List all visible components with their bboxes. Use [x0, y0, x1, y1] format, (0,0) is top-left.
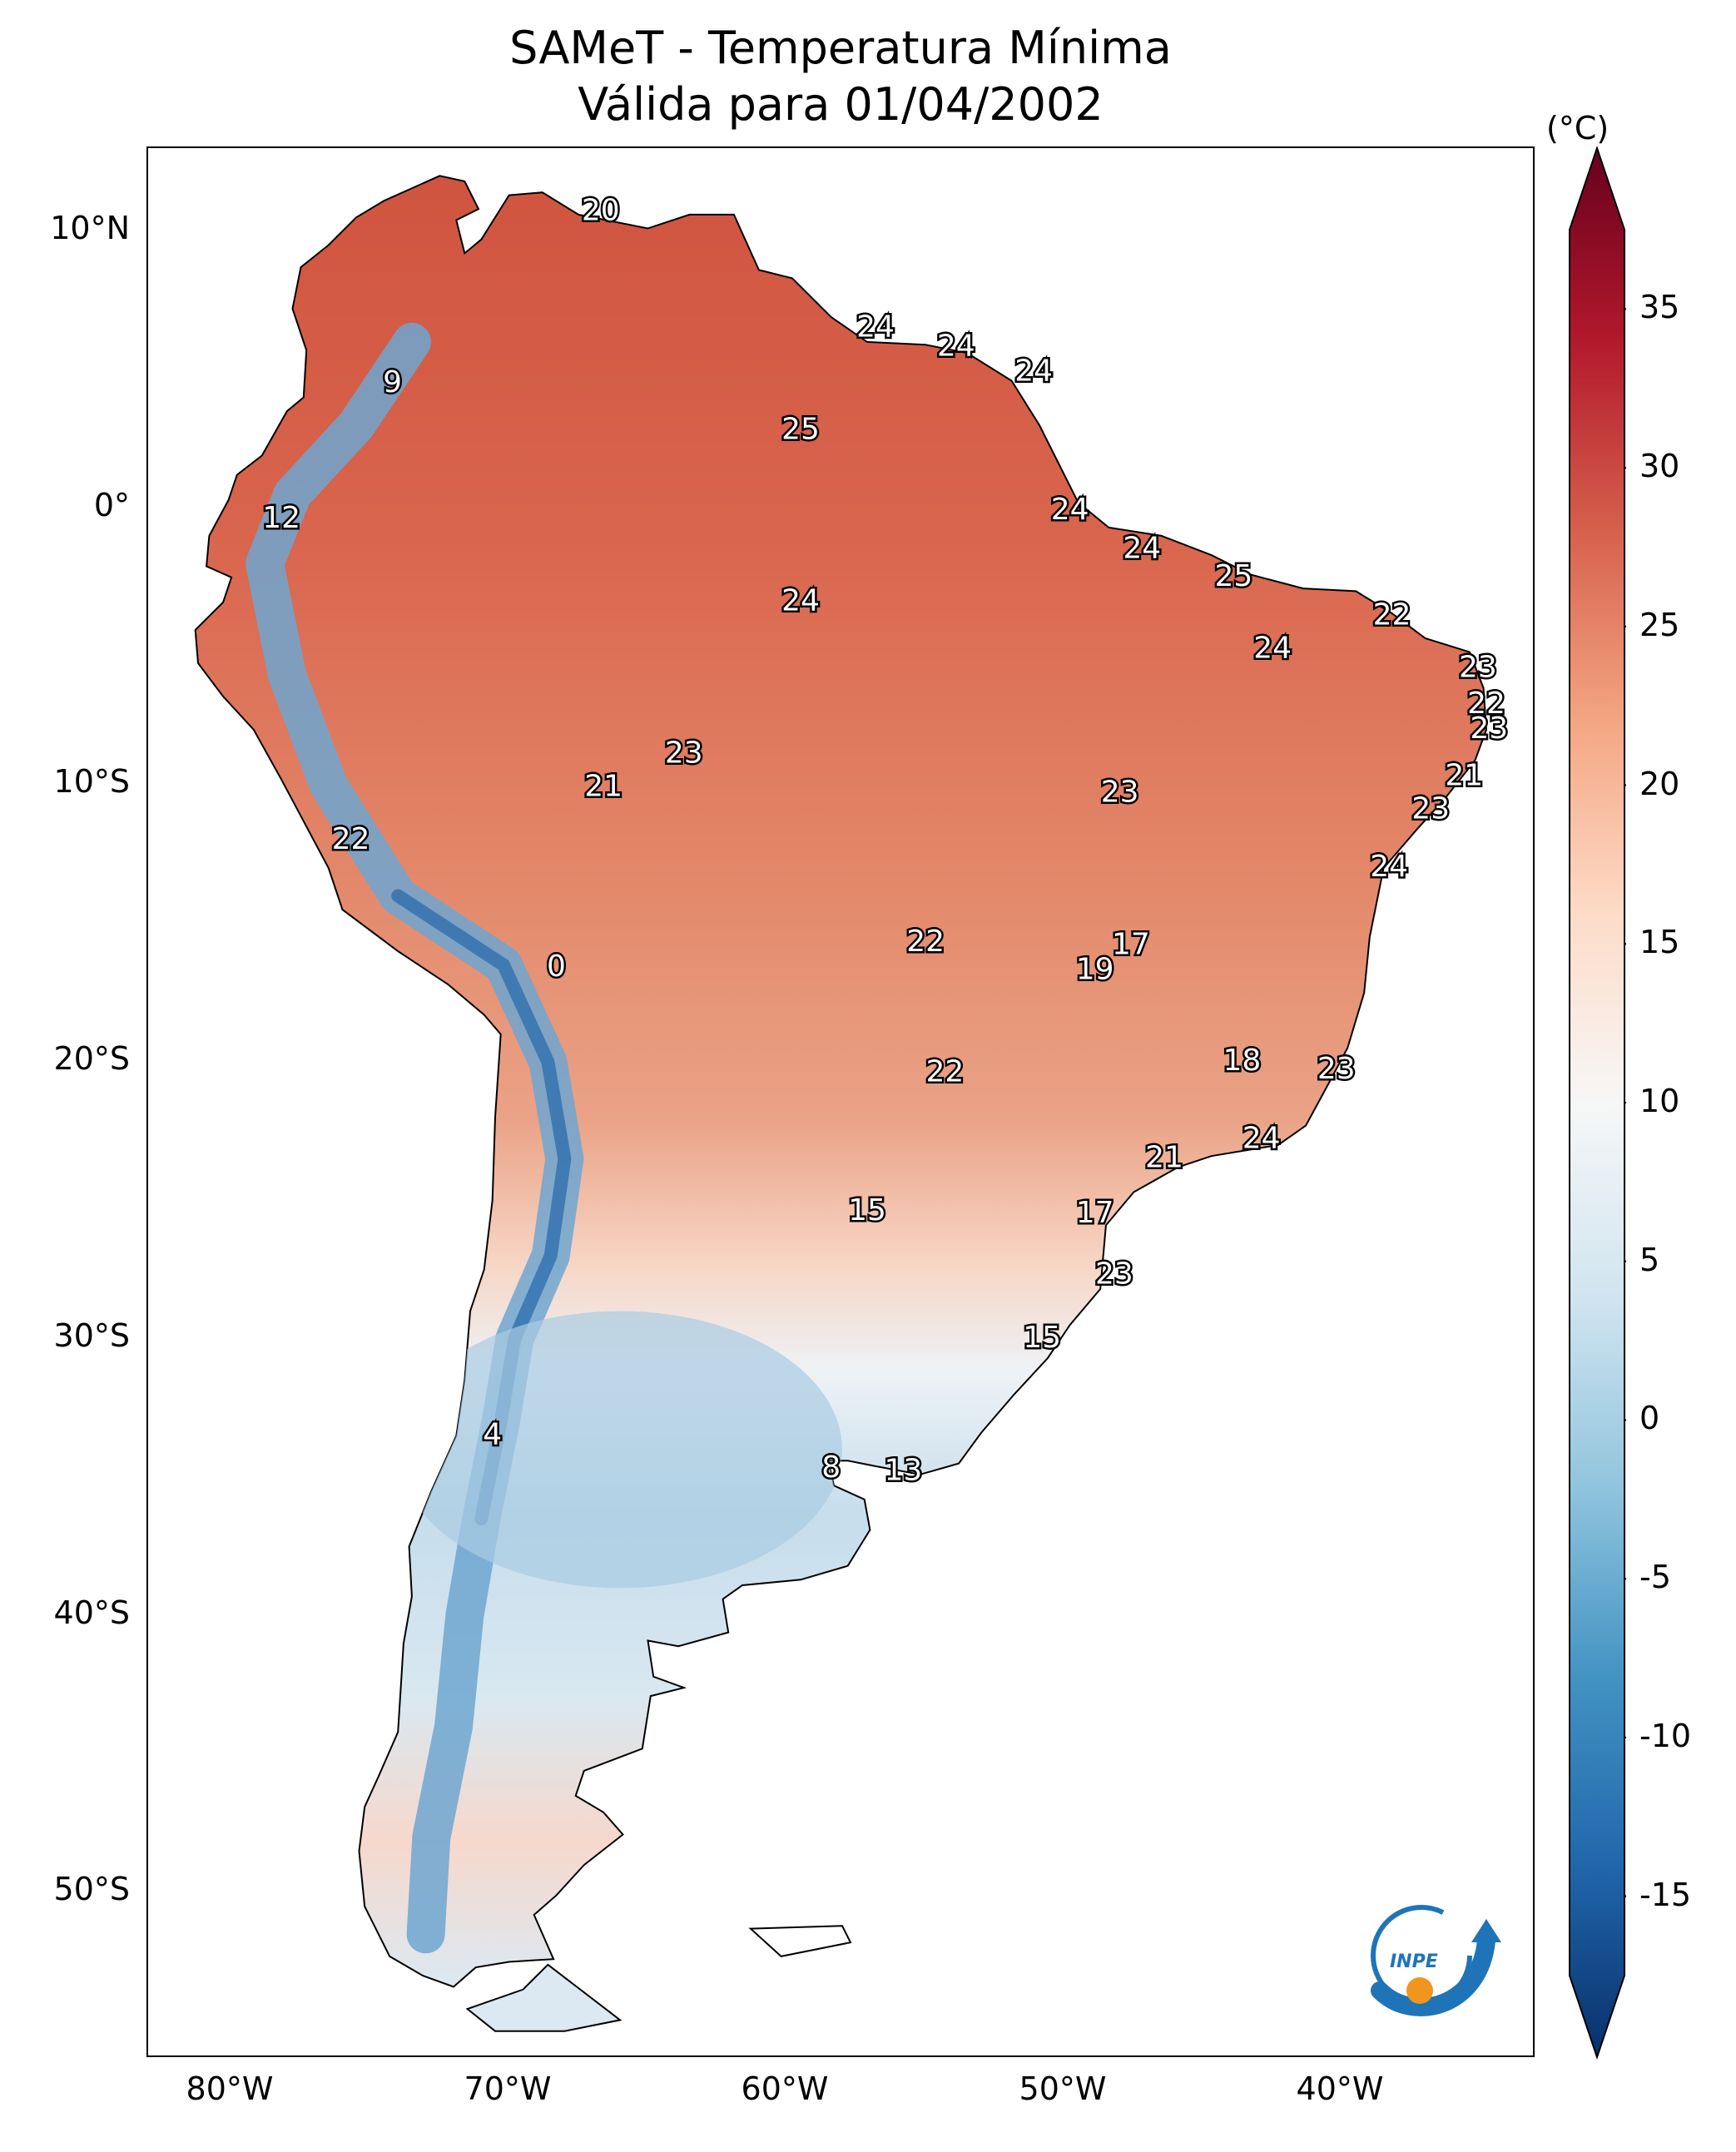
temperature-label: 13 — [884, 1454, 922, 1488]
colorbar-tick-label: 5 — [1639, 1242, 1660, 1278]
colorbar-tick-label: 35 — [1639, 289, 1680, 325]
temperature-label: 8 — [821, 1450, 841, 1485]
latitude-tick-label: 10°S — [53, 763, 130, 800]
temperature-label: 23 — [1101, 775, 1139, 809]
temperature-label: 23 — [1470, 712, 1508, 746]
temperature-label: 25 — [781, 412, 820, 446]
temperature-label: 24 — [1014, 355, 1053, 389]
temperature-label: 25 — [1214, 559, 1252, 593]
longitude-tick-label: 80°W — [186, 2070, 274, 2107]
temperature-label: 24 — [1242, 1121, 1281, 1155]
south-america-landmass — [194, 175, 1488, 1988]
temperature-label: 24 — [937, 330, 975, 364]
temperature-label: 24 — [1051, 493, 1089, 527]
temperature-label: 15 — [1023, 1321, 1061, 1355]
colorbar-tick-label: 25 — [1639, 607, 1680, 643]
colorbar-tick-label: -15 — [1639, 1877, 1692, 1913]
temperature-label: 23 — [1317, 1052, 1356, 1086]
temperature-label: 23 — [1411, 791, 1450, 826]
latitude-tick-label: 20°S — [53, 1040, 130, 1077]
temperature-label: 21 — [584, 770, 622, 804]
longitude-tick-label: 60°W — [741, 2070, 829, 2107]
latitude-tick-label: 10°N — [50, 210, 130, 246]
temperature-label: 4 — [483, 1417, 502, 1451]
colorbar-unit: (°C) — [1546, 110, 1610, 146]
temperature-label: 22 — [1467, 687, 1505, 721]
latitude-tick-label: 40°S — [53, 1594, 130, 1631]
inpe-logo-icon: INPE — [1371, 1905, 1501, 2016]
longitude-tick-label: 50°W — [1019, 2070, 1107, 2107]
latitude-tick-label: 0° — [93, 487, 130, 523]
temperature-label: 12 — [262, 501, 300, 535]
temperature-label: 17 — [1076, 1196, 1114, 1230]
patagonia-cool-area — [398, 1311, 843, 1589]
temperature-label: 24 — [781, 584, 820, 618]
temperature-label: 22 — [1373, 598, 1411, 632]
temperature-label: 15 — [848, 1193, 886, 1227]
temperature-label: 24 — [1370, 850, 1408, 884]
colorbar-tick-label: -10 — [1639, 1718, 1692, 1754]
map-title: SAMeT - Temperatura Mínima — [509, 22, 1172, 74]
map-frame: 20 9 24 24 24 25 12 24 24 25 24 22 24 23 22 23 23 21 21 23 2… — [146, 146, 1535, 2057]
tierra-del-fuego — [465, 1963, 622, 2032]
colorbar-tick-label: 20 — [1639, 766, 1680, 802]
colorbar-tick-label: 30 — [1639, 448, 1680, 484]
colorbar-tick-label: 10 — [1639, 1083, 1680, 1119]
temperature-label: 17 — [1112, 927, 1150, 961]
temperature-label: 21 — [1145, 1141, 1183, 1175]
colorbar — [1569, 146, 1626, 2060]
temperature-label: 22 — [925, 1054, 964, 1088]
colorbar-scale — [1569, 146, 1625, 2060]
temperature-label: 23 — [665, 736, 703, 771]
temperature-label: 24 — [1123, 532, 1161, 566]
temperature-label: 19 — [1076, 952, 1114, 986]
temperature-label: 24 — [1253, 631, 1292, 665]
falkland-islands — [748, 1925, 852, 1957]
temperature-label: 0 — [547, 950, 566, 984]
longitude-tick-label: 40°W — [1296, 2070, 1384, 2107]
colorbar-tick-label: 0 — [1639, 1400, 1660, 1436]
temperature-label: 24 — [856, 310, 895, 344]
logo-text: INPE — [1390, 1951, 1438, 1972]
latitude-tick-label: 50°S — [53, 1871, 130, 1907]
temperature-label: 21 — [1445, 758, 1483, 792]
map-subtitle: Válida para 01/04/2002 — [578, 78, 1104, 131]
temperature-label: 18 — [1223, 1044, 1261, 1078]
latitude-tick-label: 30°S — [53, 1317, 130, 1354]
temperature-label: 23 — [1459, 651, 1497, 685]
temperature-label: 22 — [332, 822, 370, 856]
temperature-label: 23 — [1095, 1257, 1133, 1291]
longitude-tick-label: 70°W — [464, 2070, 552, 2107]
colorbar-tick-label: 15 — [1639, 924, 1680, 960]
temperature-label: 20 — [582, 194, 620, 228]
temperature-label: 22 — [906, 925, 945, 959]
colorbar-tick-label: -5 — [1639, 1559, 1671, 1595]
temperature-label: 9 — [383, 365, 402, 399]
